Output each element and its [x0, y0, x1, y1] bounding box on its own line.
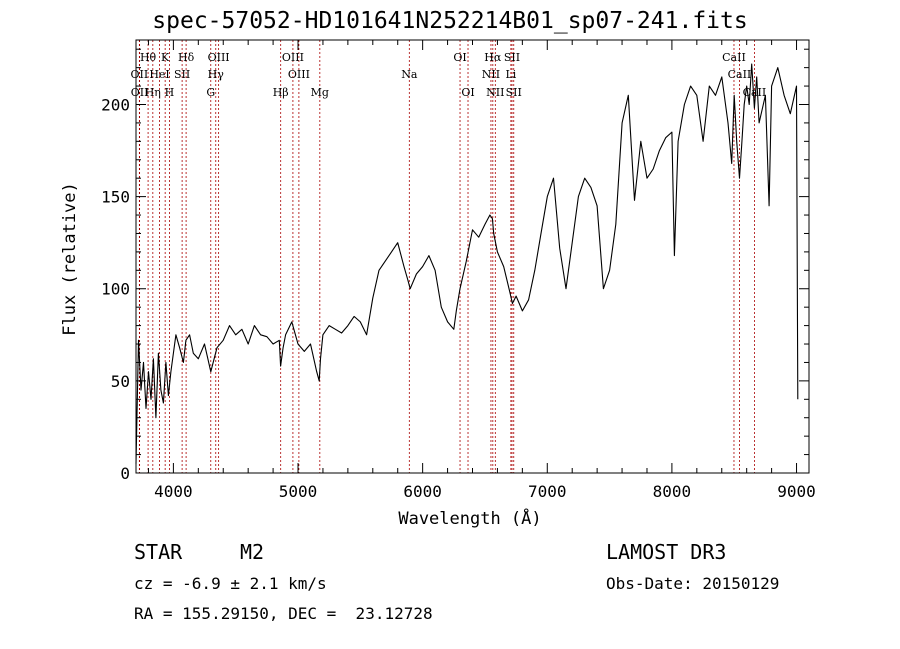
line-label: OIII — [208, 51, 230, 64]
line-label: SII — [174, 68, 190, 81]
spectral-line-markers — [138, 40, 755, 473]
x-tick-label: 4000 — [154, 482, 193, 501]
spectrum-series — [135, 63, 799, 464]
plot-frame — [135, 39, 810, 474]
y-tick-label: 50 — [111, 372, 130, 391]
line-label: OI — [461, 86, 474, 99]
y-tick-label: 0 — [120, 464, 130, 483]
line-label: CaII — [728, 68, 752, 81]
survey-name: LAMOST DR3 — [606, 540, 727, 564]
line-label: Na — [401, 68, 418, 81]
line-label: Mg — [311, 86, 329, 99]
line-label: G — [206, 86, 215, 99]
line-label: OI — [453, 51, 466, 64]
line-label: NII — [482, 68, 500, 81]
line-label: K — [161, 51, 170, 64]
line-label: OII — [131, 86, 149, 99]
x-tick-label: 8000 — [653, 482, 692, 501]
plot-axes: 4000 5000 6000 7000 8000 9000 0 50 100 150 200 — [101, 39, 816, 501]
x-axis-label: Wavelength (Å) — [398, 509, 542, 529]
redshift-info: cz = -6.9 ± 2.1 km/s — [134, 574, 327, 593]
line-label: Li — [505, 68, 516, 81]
line-label: Hα — [484, 51, 502, 64]
coordinates: RA = 155.29150, DEC = 23.12728 — [134, 604, 433, 623]
line-label: Hδ — [178, 51, 195, 64]
object-subclass: M2 — [240, 540, 265, 564]
line-label: NII — [486, 86, 504, 99]
line-label: Hη — [145, 86, 161, 99]
x-tick-label: 6000 — [403, 482, 442, 501]
line-label: Hβ — [273, 86, 289, 99]
line-label: Hθ — [140, 51, 157, 64]
line-label: SII — [506, 86, 522, 99]
flux-line — [135, 63, 799, 464]
x-tick-label: 7000 — [528, 482, 567, 501]
chart-title: spec-57052-HD101641N252214B01_sp07-241.f… — [152, 8, 748, 34]
line-label: SII — [504, 51, 520, 64]
y-axis-label: Flux (relative) — [60, 182, 80, 336]
line-label: Hγ — [208, 68, 225, 81]
line-label: H — [165, 86, 175, 99]
line-label: OII — [131, 68, 149, 81]
y-tick-label: 200 — [101, 95, 130, 114]
line-label: HeI — [149, 68, 169, 81]
line-label: CaII — [722, 51, 746, 64]
line-label: OIII — [282, 51, 304, 64]
line-label: CaII — [743, 86, 767, 99]
obs-date: Obs-Date: 20150129 — [606, 574, 780, 593]
x-tick-label: 9000 — [777, 482, 816, 501]
y-tick-label: 100 — [101, 280, 130, 299]
x-tick-label: 5000 — [279, 482, 318, 501]
y-tick-label: 150 — [101, 188, 130, 207]
line-label: OIII — [288, 68, 310, 81]
object-class: STAR — [134, 540, 183, 564]
